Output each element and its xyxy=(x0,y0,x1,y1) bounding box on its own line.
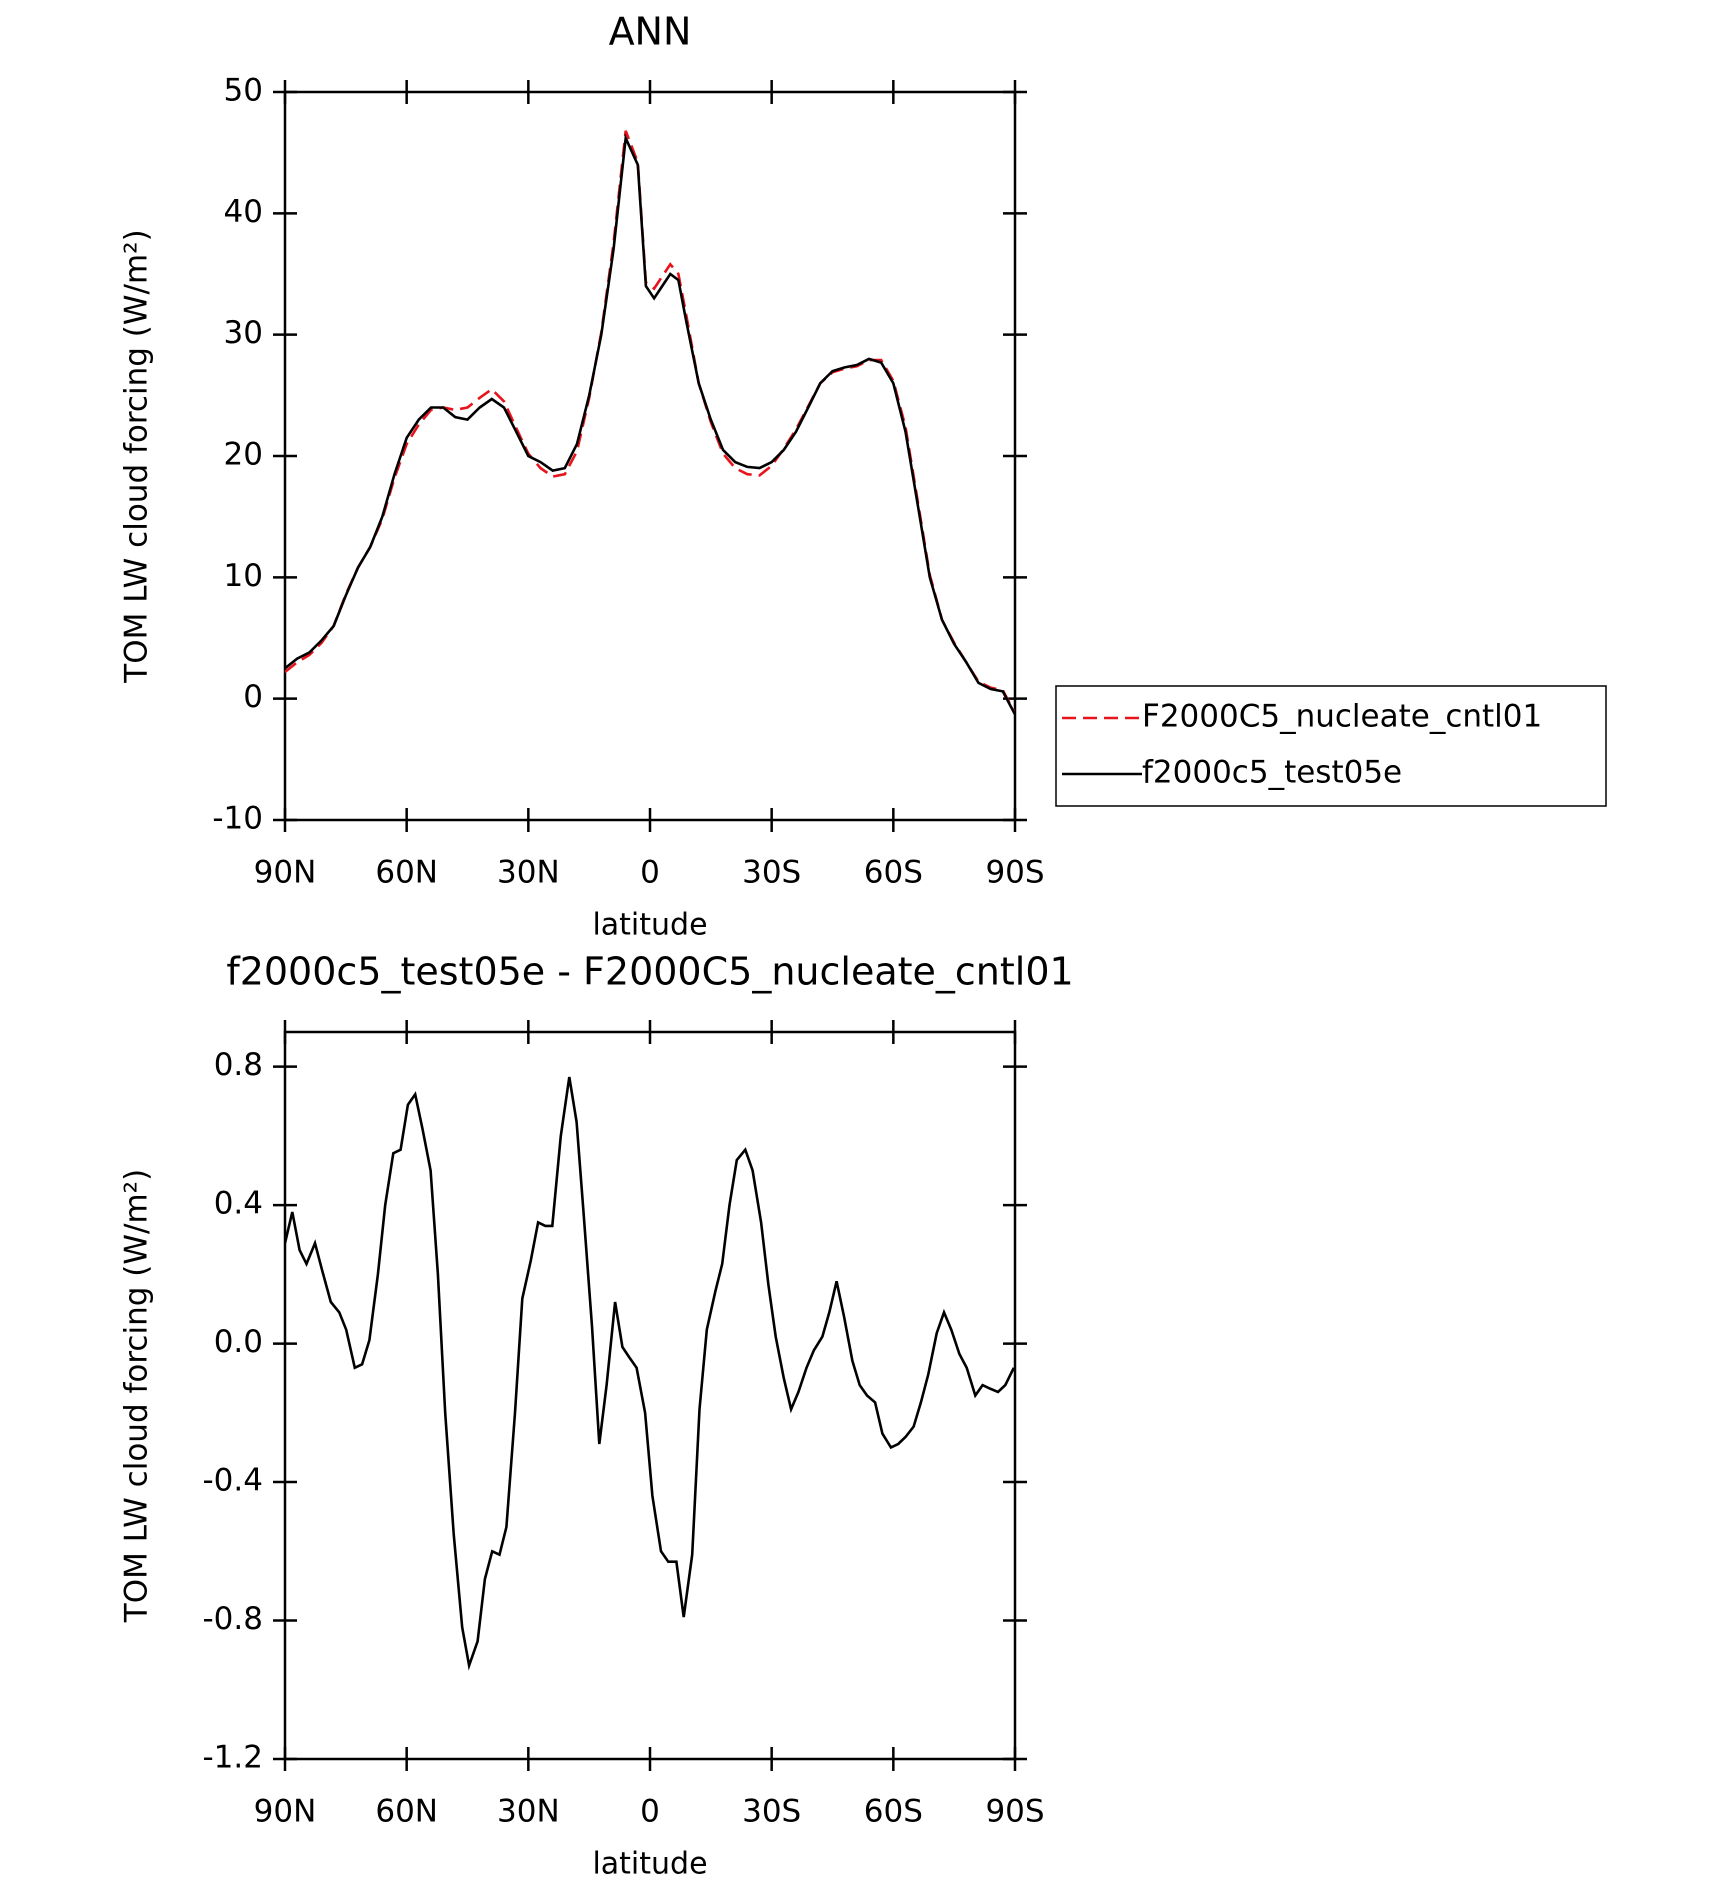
series-line xyxy=(285,133,1015,716)
x-tick-label: 60S xyxy=(864,1794,923,1830)
x-tick-label: 30S xyxy=(742,855,801,891)
plot-frame xyxy=(283,1030,1017,1761)
chart-title: f2000c5_test05e - F2000C5_nucleate_cntl0… xyxy=(226,950,1073,994)
x-tick-label: 30S xyxy=(742,1794,801,1830)
y-tick-label: 30 xyxy=(224,315,263,351)
y-tick-label: 20 xyxy=(224,437,263,473)
y-tick-label: 0 xyxy=(243,679,263,715)
series-line xyxy=(285,1076,1015,1671)
x-tick-label: 60N xyxy=(375,1794,438,1830)
y-tick-label: -0.4 xyxy=(203,1463,264,1499)
y-axis-label: TOM LW cloud forcing (W/m²) xyxy=(119,229,155,683)
y-tick-label: -10 xyxy=(212,801,263,837)
x-tick-label: 30N xyxy=(497,855,560,891)
y-tick-label: 0.4 xyxy=(214,1186,263,1222)
y-tick-label: 10 xyxy=(224,558,263,594)
x-tick-label: 90S xyxy=(985,1794,1044,1830)
x-tick-label: 30N xyxy=(497,1794,560,1830)
y-axis-label: TOM LW cloud forcing (W/m²) xyxy=(119,1169,155,1623)
y-tick-label: 40 xyxy=(224,194,263,230)
chart-title: ANN xyxy=(609,10,692,54)
x-tick-label: 90S xyxy=(985,855,1044,891)
y-tick-label: 50 xyxy=(224,73,263,109)
x-tick-label: 0 xyxy=(640,1794,660,1830)
plot-frame xyxy=(283,90,1017,822)
x-tick-label: 60S xyxy=(864,855,923,891)
x-tick-label: 90N xyxy=(254,855,317,891)
series-line xyxy=(285,130,1015,714)
x-axis-label: latitude xyxy=(592,908,707,943)
y-tick-label: -0.8 xyxy=(203,1601,264,1637)
y-tick-label: -1.2 xyxy=(203,1740,264,1776)
legend-box xyxy=(1055,685,1607,807)
legend-label: f2000c5_test05e xyxy=(1142,755,1402,791)
legend-label: F2000C5_nucleate_cntl01 xyxy=(1142,699,1542,735)
x-tick-label: 60N xyxy=(375,855,438,891)
y-tick-label: 0.8 xyxy=(214,1047,263,1083)
x-tick-label: 0 xyxy=(640,855,660,891)
x-tick-label: 90N xyxy=(254,1794,317,1830)
y-tick-label: 0.0 xyxy=(214,1324,263,1360)
x-axis-label: latitude xyxy=(592,1847,707,1877)
